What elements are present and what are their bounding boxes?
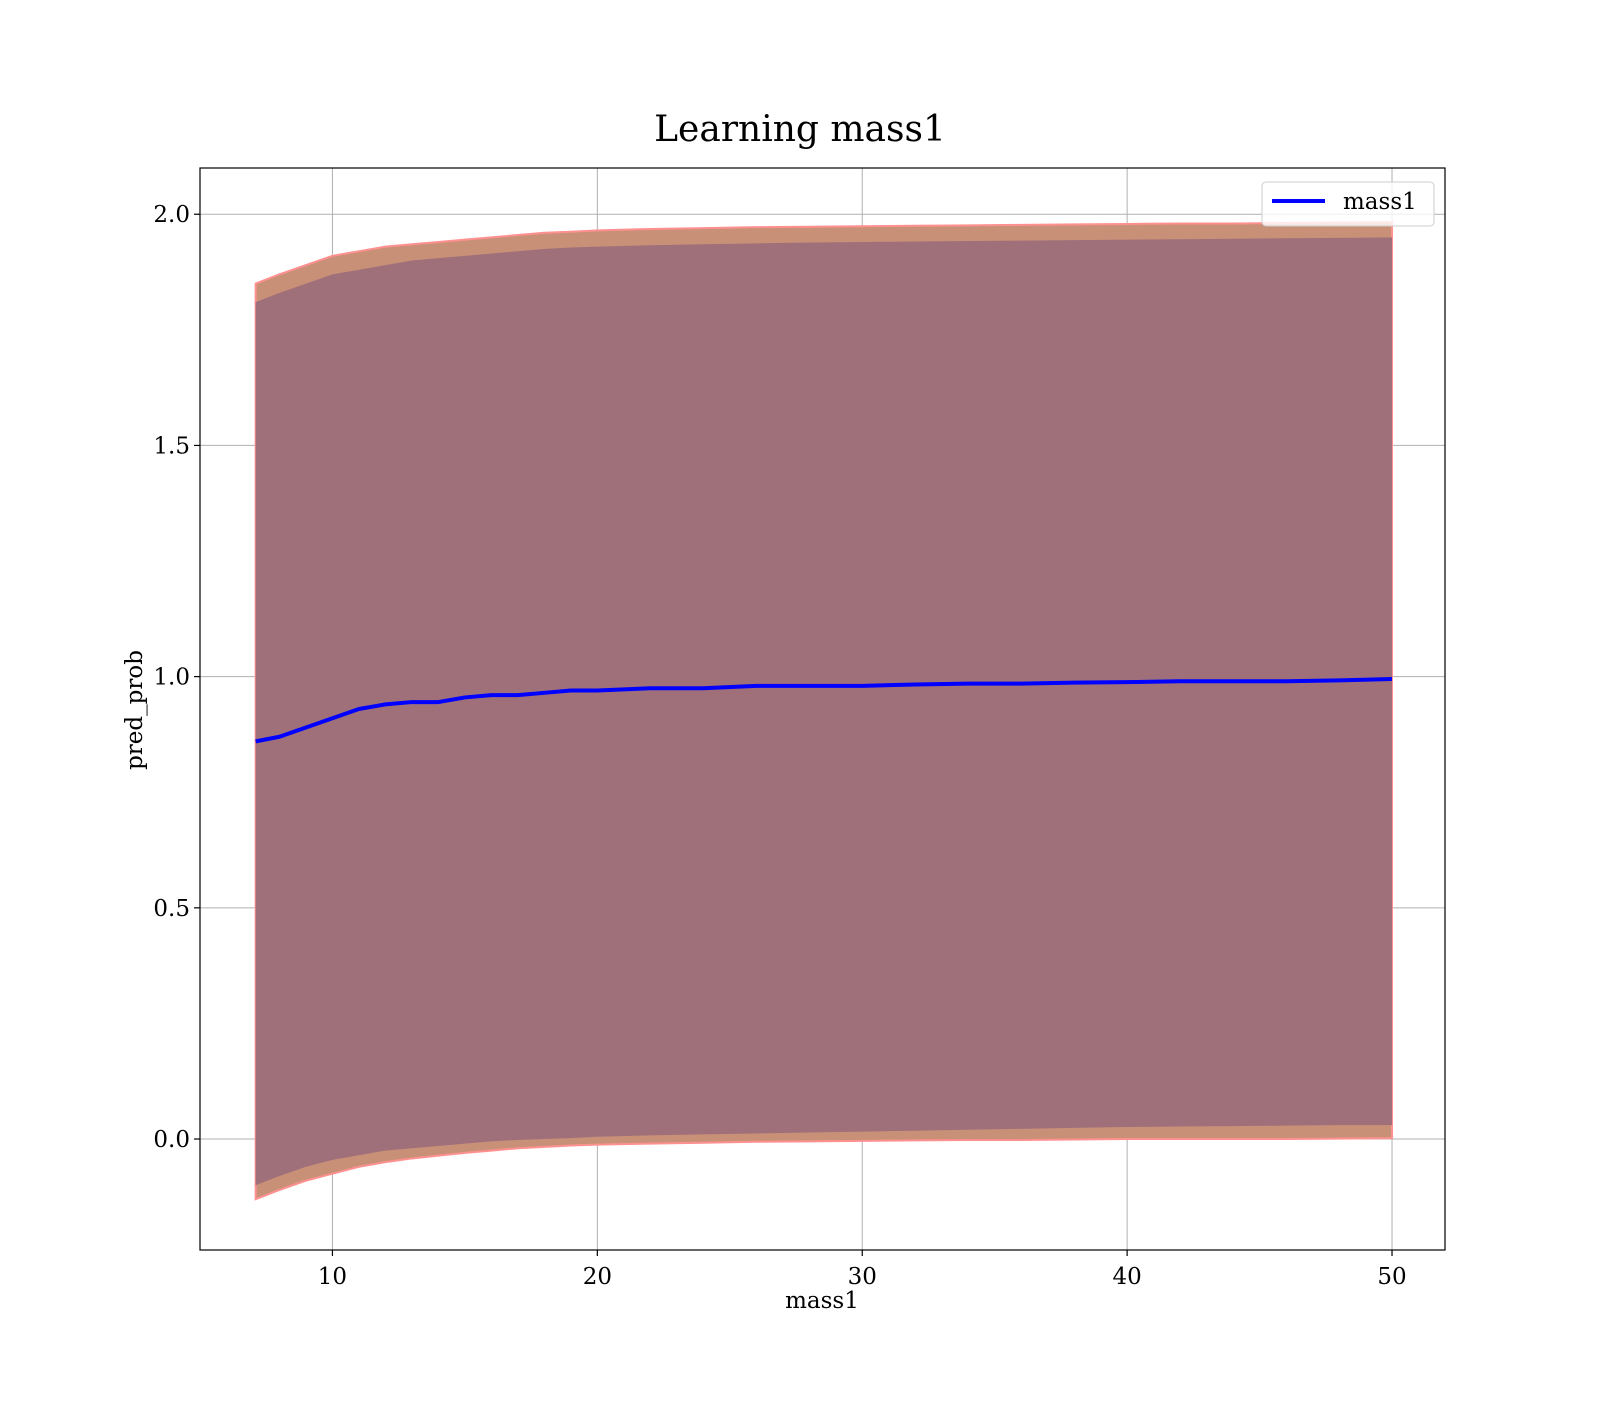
y-tick-label: 0.0 — [153, 1127, 190, 1153]
chart-title: Learning mass1 — [654, 109, 946, 150]
x-tick-label: 50 — [1377, 1264, 1406, 1290]
x-tick-label: 10 — [318, 1264, 347, 1290]
x-tick-label: 20 — [583, 1264, 612, 1290]
y-tick-label: 0.5 — [153, 896, 190, 922]
y-tick-label: 1.0 — [153, 665, 190, 691]
y-tick-label: 2.0 — [153, 202, 190, 228]
legend-label-mass1: mass1 — [1343, 189, 1417, 215]
plot-frame — [199, 167, 1446, 1251]
legend[interactable]: mass1 — [1261, 181, 1435, 227]
legend-box — [1261, 181, 1435, 227]
axis-ticks: 10 20 30 40 50 0.0 0.5 1.0 1.5 2.0 — [153, 202, 1406, 1290]
x-axis-label: mass1 — [785, 1288, 859, 1314]
y-tick-label: 1.5 — [153, 433, 190, 459]
y-axis-label: pred_prob — [122, 650, 148, 770]
x-tick-label: 40 — [1112, 1264, 1141, 1290]
series-line-mass1 — [255, 676, 1393, 744]
plot-area — [200, 168, 1445, 1250]
confidence-band-inner — [255, 237, 1393, 1186]
x-tick-label: 30 — [848, 1264, 877, 1290]
